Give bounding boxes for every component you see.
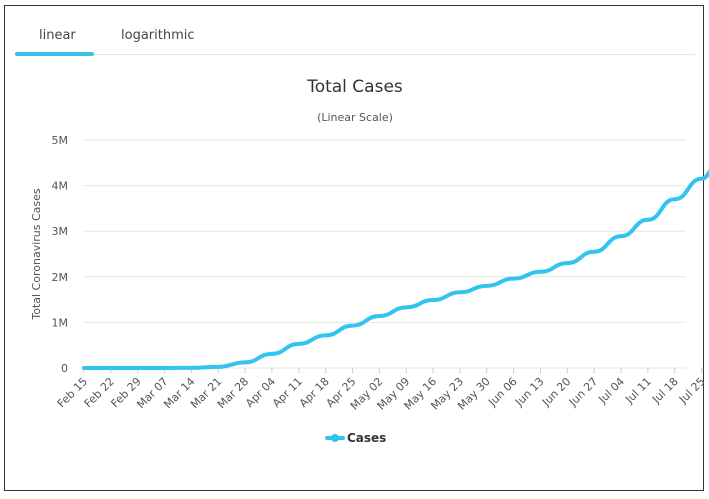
y-tick-label: 5M bbox=[52, 134, 69, 147]
legend-label-cases[interactable]: Cases bbox=[347, 431, 386, 445]
chart-panel: linear logarithmic bbox=[4, 5, 704, 491]
data-point bbox=[458, 290, 462, 294]
data-point bbox=[619, 234, 623, 238]
gridlines bbox=[84, 139, 686, 369]
tab-logarithmic[interactable]: logarithmic bbox=[121, 28, 195, 43]
y-tick-label: 4M bbox=[52, 180, 69, 193]
legend[interactable]: Cases bbox=[325, 431, 386, 445]
x-tick-label: Jul 11 bbox=[622, 375, 654, 407]
data-point bbox=[565, 261, 569, 265]
x-tick-label: Jun 27 bbox=[566, 375, 600, 409]
data-point bbox=[592, 250, 596, 254]
data-point bbox=[324, 333, 328, 337]
data-point bbox=[270, 352, 274, 356]
legend-marker bbox=[331, 434, 339, 442]
data-point bbox=[189, 366, 193, 370]
chart-title: Total Cases bbox=[306, 77, 403, 97]
data-point bbox=[511, 277, 516, 281]
series-layer bbox=[82, 168, 709, 370]
data-point bbox=[646, 218, 650, 222]
scale-tabs: linear logarithmic bbox=[5, 6, 699, 56]
y-tick-label: 3M bbox=[52, 225, 69, 238]
data-point bbox=[162, 366, 167, 370]
tab-linear[interactable]: linear bbox=[39, 28, 76, 43]
data-point bbox=[699, 177, 704, 181]
data-point bbox=[404, 305, 408, 309]
data-point bbox=[82, 366, 86, 370]
data-point bbox=[350, 323, 355, 328]
x-tick-label: Jun 13 bbox=[512, 375, 546, 409]
data-point bbox=[243, 360, 247, 364]
data-point bbox=[136, 366, 140, 370]
data-point bbox=[109, 366, 113, 370]
data-point bbox=[297, 342, 301, 346]
x-tick-label: Jun 20 bbox=[539, 375, 573, 409]
data-point bbox=[673, 197, 677, 201]
y-tick-label: 2M bbox=[52, 271, 69, 284]
chart-subtitle: (Linear Scale) bbox=[317, 111, 393, 124]
tabs-divider bbox=[15, 54, 695, 55]
data-point bbox=[485, 284, 489, 288]
y-axis-ticks: 0 1M 2M 3M 4M 5M bbox=[52, 134, 69, 375]
active-tab-indicator bbox=[15, 52, 94, 56]
y-axis-label: Total Coronavirus Cases bbox=[30, 188, 43, 321]
x-tick-label: Jul 04 bbox=[595, 375, 627, 407]
x-tick-label: Jun 06 bbox=[485, 375, 519, 409]
series-line-cases bbox=[82, 168, 709, 370]
data-point bbox=[431, 298, 435, 302]
y-tick-label: 0 bbox=[61, 362, 68, 375]
x-tick-label: Jul 25 bbox=[676, 375, 708, 407]
y-tick-label: 1M bbox=[52, 316, 69, 329]
data-point bbox=[538, 270, 543, 274]
data-point bbox=[377, 314, 381, 318]
data-point bbox=[216, 365, 220, 369]
x-tick-label: Jul 18 bbox=[649, 375, 681, 407]
